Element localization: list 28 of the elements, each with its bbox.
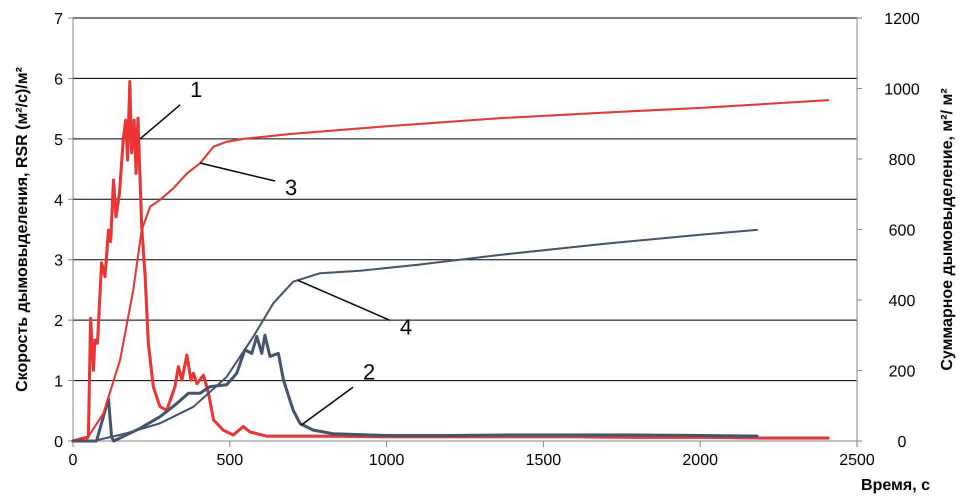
annotation: 2	[362, 359, 376, 384]
annotation: 3	[285, 175, 298, 200]
x-tick-label: 500	[216, 452, 244, 469]
y-tick-label: 0	[54, 434, 64, 451]
y-axis-title: Скорость дымовыделения, RSR (м²/с)/м²	[14, 67, 31, 392]
y-tick-label: 3	[54, 252, 64, 270]
y2-tick-label: 400	[888, 293, 916, 310]
x-tick-label: 2500	[839, 452, 875, 469]
annotation: 1	[190, 76, 202, 102]
y-tick-label: 7	[54, 11, 64, 28]
x-axis-title: Время, с	[861, 477, 930, 494]
y-tick-label: 2	[54, 313, 64, 330]
y2-tick-label: 800	[888, 152, 916, 169]
y-tick-label: 1	[54, 374, 64, 391]
x-tick-label: 1000	[368, 452, 404, 469]
y-tick-label: 6	[54, 71, 64, 88]
x-tick-label: 1500	[526, 452, 562, 469]
x-tick-label: 2000	[682, 452, 718, 469]
annotation: 4	[400, 314, 412, 340]
x-tick-label: 0	[68, 452, 78, 469]
y2-tick-label: 200	[888, 364, 916, 380]
y2-tick-label: 600	[888, 222, 916, 240]
y2-tick-label: 1200	[884, 11, 920, 28]
y-tick-label: 5	[54, 132, 64, 149]
y-tick-label: 4	[54, 192, 64, 210]
y2-tick-label: 0	[898, 434, 907, 451]
y2-tick-label: 1000	[884, 82, 920, 98]
y2-axis-title: Суммарное дымовыделение, м²/ м²	[939, 88, 956, 371]
